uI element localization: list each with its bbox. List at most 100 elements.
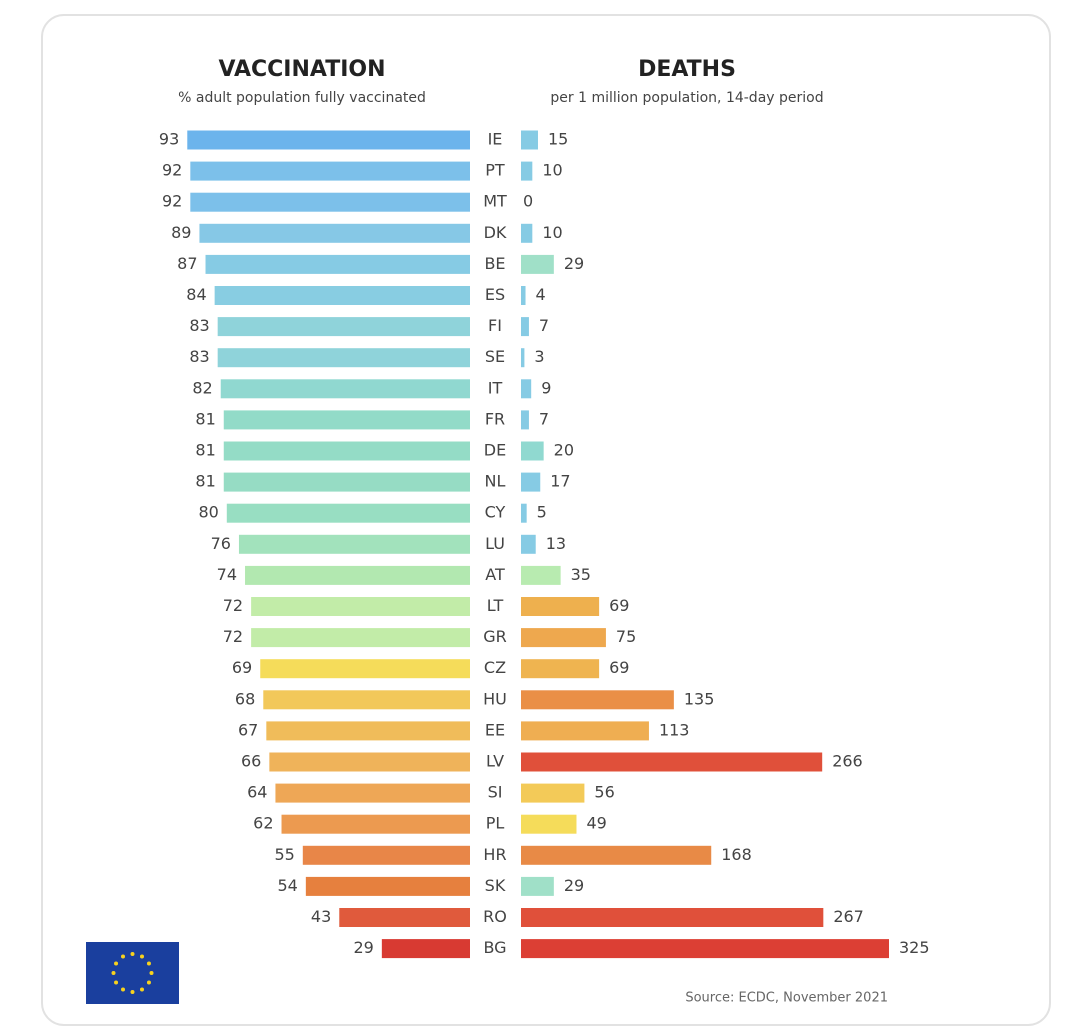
value-label: 9 bbox=[541, 378, 551, 397]
value-label: 54 bbox=[277, 876, 297, 895]
value-label: 93 bbox=[159, 130, 179, 149]
value-label: 7 bbox=[539, 316, 549, 335]
value-label: 3 bbox=[534, 347, 544, 366]
bar bbox=[381, 939, 470, 959]
star bbox=[121, 954, 125, 959]
series-title: DEATHS bbox=[638, 57, 736, 82]
category-label: CY bbox=[485, 503, 506, 522]
category-label: HU bbox=[483, 689, 507, 708]
value-label: 29 bbox=[564, 254, 584, 273]
bar bbox=[521, 597, 600, 616]
star bbox=[130, 990, 135, 994]
bar bbox=[521, 410, 529, 430]
value-label: 82 bbox=[192, 378, 212, 397]
bar bbox=[260, 659, 470, 679]
value-label: 89 bbox=[171, 223, 191, 242]
bar bbox=[521, 254, 554, 274]
bar bbox=[187, 130, 470, 150]
series-title: VACCINATION bbox=[218, 57, 385, 82]
bar bbox=[251, 628, 470, 648]
bar bbox=[521, 441, 544, 461]
bar bbox=[521, 814, 577, 834]
value-label: 75 bbox=[616, 627, 636, 646]
value-label: 168 bbox=[721, 845, 752, 864]
value-label: 113 bbox=[659, 720, 690, 739]
bar bbox=[281, 814, 470, 834]
bar bbox=[521, 223, 533, 243]
value-label: 66 bbox=[241, 752, 261, 771]
category-label: MT bbox=[483, 192, 507, 211]
bar bbox=[217, 317, 470, 337]
series-subtitle: per 1 million population, 14-day period bbox=[550, 90, 823, 106]
value-label: 64 bbox=[247, 783, 267, 802]
value-label: 74 bbox=[217, 565, 237, 584]
value-label: 29 bbox=[564, 876, 584, 895]
value-label: 266 bbox=[832, 752, 863, 771]
bar bbox=[269, 752, 470, 772]
bar bbox=[275, 783, 470, 803]
bar bbox=[223, 472, 470, 492]
value-label: 87 bbox=[177, 254, 197, 273]
bar bbox=[521, 721, 649, 741]
bar bbox=[521, 908, 824, 927]
bar bbox=[220, 379, 470, 399]
bar bbox=[521, 161, 533, 181]
value-label: 15 bbox=[548, 130, 568, 149]
value-label: 43 bbox=[311, 907, 331, 926]
bar bbox=[305, 876, 470, 896]
value-label: 62 bbox=[253, 814, 273, 833]
bar bbox=[521, 348, 525, 368]
value-label: 68 bbox=[235, 689, 255, 708]
bar bbox=[251, 597, 470, 616]
value-label: 69 bbox=[609, 658, 629, 677]
category-label: LV bbox=[486, 752, 504, 771]
value-label: 83 bbox=[189, 316, 209, 335]
star bbox=[111, 971, 116, 975]
category-label: FR bbox=[485, 409, 505, 428]
category-label: IT bbox=[488, 378, 503, 397]
bar bbox=[199, 223, 470, 243]
star bbox=[114, 961, 119, 966]
bar bbox=[521, 939, 889, 959]
star bbox=[146, 980, 151, 985]
value-label: 35 bbox=[571, 565, 591, 584]
bar bbox=[223, 441, 470, 461]
value-label: 92 bbox=[162, 192, 182, 211]
bar bbox=[521, 845, 712, 865]
star bbox=[140, 987, 144, 992]
bar bbox=[266, 721, 470, 741]
bar bbox=[521, 565, 561, 585]
bar bbox=[190, 161, 470, 181]
eu-flag bbox=[86, 942, 179, 1004]
bar bbox=[263, 690, 470, 710]
category-label: BG bbox=[483, 938, 506, 957]
bar bbox=[521, 130, 538, 150]
bar bbox=[521, 783, 585, 803]
value-label: 5 bbox=[537, 503, 547, 522]
value-label: 81 bbox=[195, 472, 215, 491]
bar bbox=[238, 534, 470, 554]
category-label: DE bbox=[484, 441, 506, 460]
category-label: SI bbox=[488, 783, 503, 802]
bar bbox=[214, 286, 470, 305]
value-label: 0 bbox=[523, 192, 533, 211]
value-label: 13 bbox=[546, 534, 566, 553]
category-label: LT bbox=[487, 596, 504, 615]
value-label: 83 bbox=[189, 347, 209, 366]
category-label: GR bbox=[483, 627, 507, 646]
category-label: SK bbox=[485, 876, 506, 895]
series-subtitle: % adult population fully vaccinated bbox=[178, 90, 426, 106]
value-label: 72 bbox=[223, 627, 243, 646]
bar bbox=[339, 908, 470, 927]
value-label: 92 bbox=[162, 161, 182, 180]
category-label: LU bbox=[485, 534, 505, 553]
bar bbox=[521, 534, 536, 554]
value-label: 81 bbox=[195, 409, 215, 428]
value-label: 69 bbox=[609, 596, 629, 615]
bar bbox=[302, 845, 470, 865]
bar bbox=[521, 286, 526, 305]
value-label: 67 bbox=[238, 720, 258, 739]
category-label: CZ bbox=[484, 658, 506, 677]
category-label: PL bbox=[486, 814, 505, 833]
